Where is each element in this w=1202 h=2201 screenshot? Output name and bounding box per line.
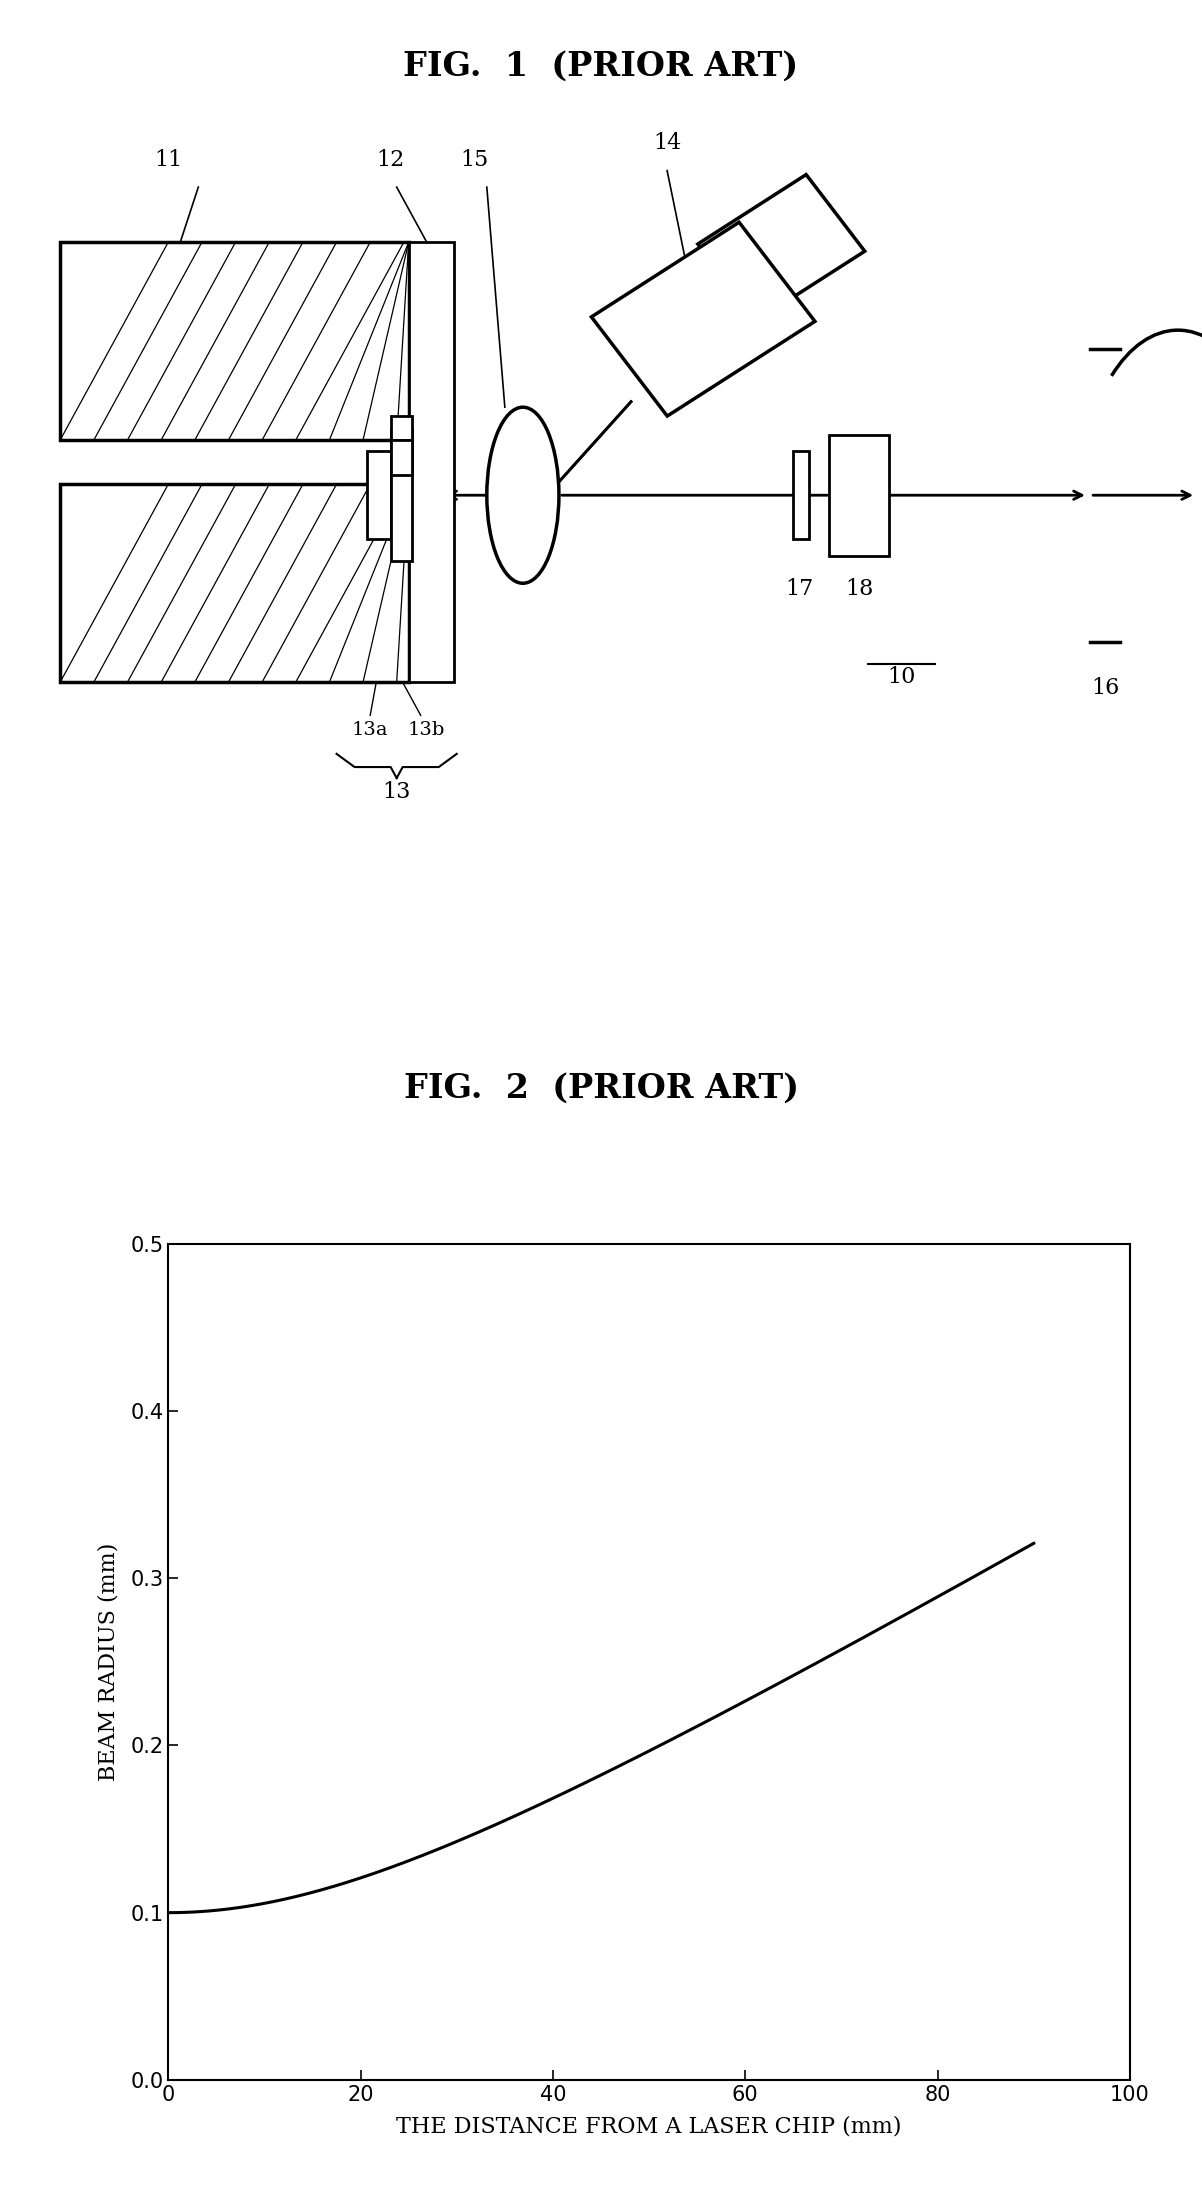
Bar: [60, 242, 409, 440]
Bar: [409, 242, 454, 682]
Bar: [793, 451, 809, 539]
Y-axis label: BEAM RADIUS (mm): BEAM RADIUS (mm): [97, 1543, 119, 1781]
Text: 15: 15: [460, 150, 489, 172]
Text: 13: 13: [382, 781, 411, 803]
Text: 14: 14: [653, 132, 682, 154]
Polygon shape: [698, 174, 864, 321]
Text: 13b: 13b: [407, 722, 446, 740]
Ellipse shape: [487, 407, 559, 583]
Bar: [367, 451, 391, 539]
Text: FIG.  1  (PRIOR ART): FIG. 1 (PRIOR ART): [404, 51, 798, 81]
X-axis label: THE DISTANCE FROM A LASER CHIP (mm): THE DISTANCE FROM A LASER CHIP (mm): [397, 2115, 902, 2137]
Bar: [391, 429, 412, 561]
Text: 11: 11: [154, 150, 183, 172]
Bar: [60, 484, 409, 682]
Bar: [391, 440, 412, 475]
Text: FIG.  2  (PRIOR ART): FIG. 2 (PRIOR ART): [404, 1072, 798, 1105]
Polygon shape: [591, 222, 815, 416]
Text: 13a: 13a: [352, 722, 388, 740]
Text: 16: 16: [1091, 678, 1120, 698]
Bar: [829, 436, 889, 557]
Bar: [391, 416, 412, 440]
Text: 17: 17: [785, 577, 814, 599]
Text: 12: 12: [376, 150, 405, 172]
Text: 10: 10: [887, 665, 916, 687]
Text: 18: 18: [845, 577, 874, 599]
